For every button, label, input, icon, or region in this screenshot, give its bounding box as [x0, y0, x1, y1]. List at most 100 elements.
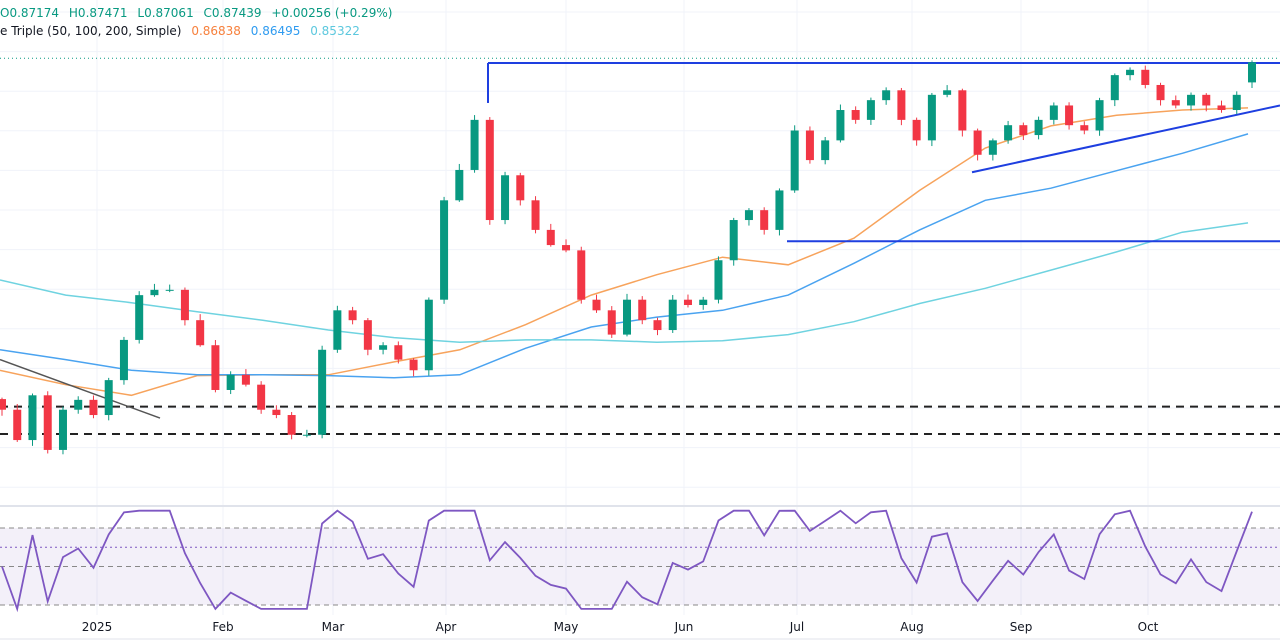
- candle-body: [1171, 100, 1180, 106]
- candle-body: [455, 169, 464, 201]
- candle-body: [1126, 69, 1135, 76]
- candle-body: [470, 119, 479, 170]
- candle-body: [729, 220, 738, 261]
- candle-body: [1248, 62, 1256, 83]
- x-tick-label: May: [554, 620, 579, 634]
- candle-body: [1004, 125, 1013, 141]
- candle-body: [592, 299, 601, 311]
- candle-body: [897, 90, 906, 120]
- candle-body: [43, 395, 52, 450]
- indicator-name: e Triple (50, 100, 200, Simple): [0, 24, 182, 38]
- candle-body: [440, 200, 449, 300]
- x-tick-label: Apr: [436, 620, 457, 634]
- low-value: L0.87061: [137, 6, 194, 20]
- x-tick-label: Sep: [1010, 620, 1033, 634]
- candle-body: [211, 345, 220, 390]
- candle-body: [1232, 94, 1241, 111]
- candle-body: [1141, 69, 1150, 85]
- ohlc-legend: O0.87174 H0.87471 L0.87061 C0.87439 +0.0…: [0, 4, 398, 22]
- candle-body: [409, 359, 418, 371]
- candle-body: [607, 310, 616, 335]
- candle-body: [272, 409, 281, 416]
- candle-body: [562, 245, 571, 251]
- candle-body: [882, 90, 891, 101]
- candle-body: [775, 190, 784, 230]
- candle-body: [196, 320, 205, 346]
- candle-body: [1110, 75, 1119, 101]
- candle-body: [348, 310, 357, 321]
- candle-body: [58, 409, 67, 450]
- candle-body: [0, 399, 6, 410]
- candle-body: [866, 100, 875, 120]
- candle-body: [668, 299, 677, 331]
- candle-body: [119, 339, 128, 381]
- candle-body: [744, 210, 753, 221]
- candle-body: [501, 175, 510, 221]
- rsi-line: [1, 509, 1253, 613]
- x-tick-label: Aug: [900, 620, 923, 634]
- candle-body: [836, 110, 845, 141]
- candle-body: [241, 374, 250, 385]
- candle-body: [1080, 125, 1089, 131]
- candle-body: [302, 434, 311, 436]
- ma-line-3: [0, 222, 1249, 343]
- descending-trendline: [0, 358, 161, 419]
- candles: [0, 60, 1256, 455]
- candle-body: [1202, 94, 1211, 106]
- candle-body: [790, 130, 799, 191]
- ma-legend[interactable]: e Triple (50, 100, 200, Simple) 0.86838 …: [0, 22, 398, 40]
- high-value: H0.87471: [68, 6, 128, 20]
- open-value: O0.87174: [0, 6, 60, 20]
- ma-line-1: [0, 107, 1249, 397]
- candle-body: [13, 409, 22, 441]
- candle-body: [150, 289, 159, 296]
- candle-body: [623, 299, 631, 335]
- drawn-levels: [0, 57, 1280, 435]
- candle-body: [74, 399, 83, 410]
- candle-body: [28, 395, 37, 441]
- x-tick-label: Oct: [1138, 620, 1159, 634]
- ma100-value: 0.86495: [250, 24, 301, 38]
- candle-body: [1156, 84, 1165, 101]
- x-tick-label: Feb: [212, 620, 233, 634]
- candle-body: [257, 384, 266, 410]
- candle-body: [653, 320, 662, 331]
- candle-body: [1034, 119, 1043, 136]
- close-value: C0.87439: [203, 6, 262, 20]
- x-tick-label: Jul: [789, 620, 804, 634]
- candle-body: [973, 130, 982, 155]
- candle-body: [1095, 100, 1104, 131]
- candle-body: [1065, 105, 1074, 126]
- candle-body: [180, 289, 189, 321]
- candle-body: [851, 110, 860, 120]
- candle-body: [760, 210, 769, 230]
- candle-body: [699, 299, 708, 306]
- candle-body: [394, 345, 403, 360]
- candle-body: [363, 320, 372, 350]
- candle-body: [821, 140, 830, 161]
- candle-body: [638, 299, 647, 321]
- candle-body: [531, 200, 540, 230]
- candle-body: [1049, 105, 1058, 120]
- x-tick-label: Jun: [674, 620, 694, 634]
- candle-body: [958, 90, 967, 131]
- candle-body: [988, 140, 997, 155]
- candle-body: [1217, 105, 1226, 111]
- grid: [0, 0, 1280, 615]
- moving-averages: [0, 107, 1249, 397]
- candle-body: [943, 90, 952, 95]
- candle-body: [485, 119, 494, 221]
- ma50-value: 0.86838: [191, 24, 241, 38]
- rsi-pane: [0, 509, 1280, 613]
- candle-body: [226, 374, 235, 390]
- candle-body: [683, 299, 692, 306]
- x-tick-label: Mar: [322, 620, 345, 634]
- candle-body: [805, 130, 814, 161]
- candle-body: [104, 380, 113, 416]
- candle-body: [287, 415, 296, 435]
- x-axis: 2025 Feb Mar Apr May Jun Jul Aug Sep Oct: [0, 620, 1280, 640]
- candle-body: [165, 289, 174, 291]
- candle-body: [318, 349, 327, 435]
- candle-body: [714, 260, 723, 300]
